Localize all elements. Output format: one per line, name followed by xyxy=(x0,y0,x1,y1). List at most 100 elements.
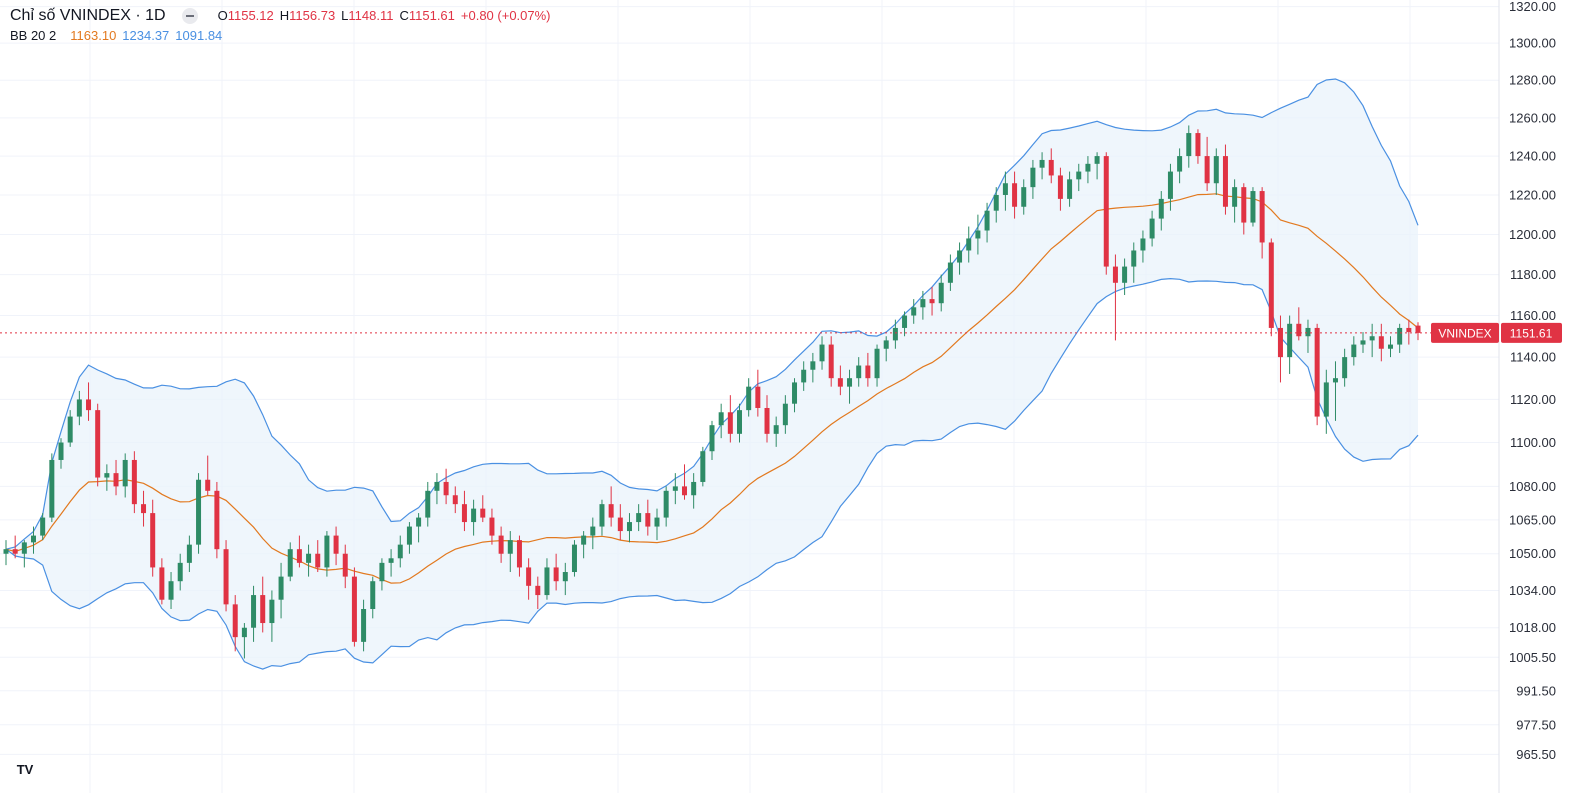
candle xyxy=(315,540,321,573)
candle xyxy=(1039,152,1045,180)
price-axis-label: 977.50 xyxy=(1516,717,1556,732)
candle xyxy=(645,499,651,536)
candle-body xyxy=(562,572,568,582)
candle xyxy=(691,473,697,509)
price-axis-label: 1180.00 xyxy=(1510,267,1556,282)
candle-body xyxy=(49,459,55,518)
candle xyxy=(1241,183,1247,235)
bollinger-band-fill xyxy=(6,79,1418,670)
candle-body xyxy=(1332,378,1338,383)
candle-body xyxy=(315,553,321,568)
candle-body xyxy=(544,567,550,596)
candle-body xyxy=(654,517,660,527)
candle xyxy=(269,590,275,642)
candle xyxy=(104,464,110,491)
candle xyxy=(1287,315,1293,374)
collapse-legend-button[interactable] xyxy=(181,8,198,24)
candle xyxy=(782,395,788,434)
candle xyxy=(1048,148,1054,184)
candle-body xyxy=(975,230,981,239)
candle xyxy=(920,290,926,320)
logo-text: TV xyxy=(17,762,34,777)
candle-body xyxy=(792,382,798,404)
candle-body xyxy=(718,412,724,426)
bollinger-middle-line xyxy=(5,193,1419,584)
candle-body xyxy=(1085,163,1091,172)
candle-body xyxy=(21,542,27,554)
candle-body xyxy=(617,517,623,532)
candle-body xyxy=(1067,179,1073,199)
candle-body xyxy=(1149,218,1155,239)
candle-body xyxy=(480,508,486,518)
candle xyxy=(535,576,541,610)
legend-ohlc-row: Chỉ số VNINDEX · 1D O1155.12 H1156.73 L1… xyxy=(10,6,551,26)
candle-body xyxy=(406,526,412,545)
candle xyxy=(397,535,403,568)
candle xyxy=(186,535,192,573)
close-value: 1151.61 xyxy=(408,8,455,23)
candle-body xyxy=(131,459,137,505)
candle xyxy=(828,336,834,387)
candle xyxy=(516,535,522,577)
bollinger-lower-line xyxy=(5,277,1419,670)
candle xyxy=(3,540,9,566)
candle-body xyxy=(306,553,312,563)
candle-body xyxy=(1204,156,1210,184)
candle xyxy=(40,513,46,541)
tradingview-logo[interactable]: TV xyxy=(10,756,40,782)
candle-body xyxy=(847,378,853,387)
candle xyxy=(1415,322,1421,341)
candle-body xyxy=(443,481,449,496)
candle xyxy=(681,464,687,500)
candle xyxy=(461,490,467,532)
candle-body xyxy=(1369,336,1375,341)
candle-body xyxy=(86,399,92,411)
candle xyxy=(902,311,908,337)
candle xyxy=(929,286,935,316)
candle xyxy=(1204,136,1210,192)
candle-body xyxy=(1277,327,1283,358)
candle xyxy=(737,403,743,443)
candle xyxy=(1351,336,1357,366)
candle xyxy=(223,540,229,612)
high-value: 1156.73 xyxy=(289,8,336,23)
candle-body xyxy=(31,535,37,543)
price-axis-label: 1280.00 xyxy=(1509,73,1556,88)
candle xyxy=(874,344,880,387)
candle xyxy=(755,369,761,417)
price-tag-value-bg xyxy=(1501,322,1562,343)
price-axis[interactable]: 1320.00 1300.00 1280.00 1260.00 1240.00 1220.… xyxy=(1509,0,1556,762)
candle xyxy=(764,395,770,443)
candle-body xyxy=(1057,175,1063,199)
price-axis-label: 1200.00 xyxy=(1509,227,1556,242)
candle xyxy=(95,403,101,487)
candle-body xyxy=(599,504,605,527)
candle-body xyxy=(76,399,82,417)
symbol-title[interactable]: Chỉ số VNINDEX · 1D xyxy=(10,7,166,24)
candle xyxy=(1378,323,1384,362)
candle xyxy=(709,420,715,460)
candle xyxy=(727,395,733,443)
candle xyxy=(150,499,156,577)
candle-body xyxy=(1094,156,1100,164)
candle-body xyxy=(1378,336,1384,349)
candle xyxy=(1232,179,1238,223)
candle-body xyxy=(379,562,385,582)
candle xyxy=(1250,187,1256,227)
candle-body xyxy=(95,410,101,478)
candle xyxy=(911,299,917,324)
candle-body xyxy=(113,473,119,487)
candle xyxy=(1296,307,1302,341)
candle xyxy=(58,438,64,469)
candle-body xyxy=(691,481,697,496)
candle xyxy=(672,473,678,505)
candle xyxy=(801,361,807,391)
bb-indicator-label[interactable]: BB 20 2 xyxy=(10,28,57,43)
candle-body xyxy=(636,513,642,523)
candle-body xyxy=(342,553,348,577)
candle xyxy=(122,453,128,498)
price-axis-label: 1005.50 xyxy=(1509,650,1556,665)
candle-body xyxy=(957,250,963,263)
candle xyxy=(278,562,284,619)
